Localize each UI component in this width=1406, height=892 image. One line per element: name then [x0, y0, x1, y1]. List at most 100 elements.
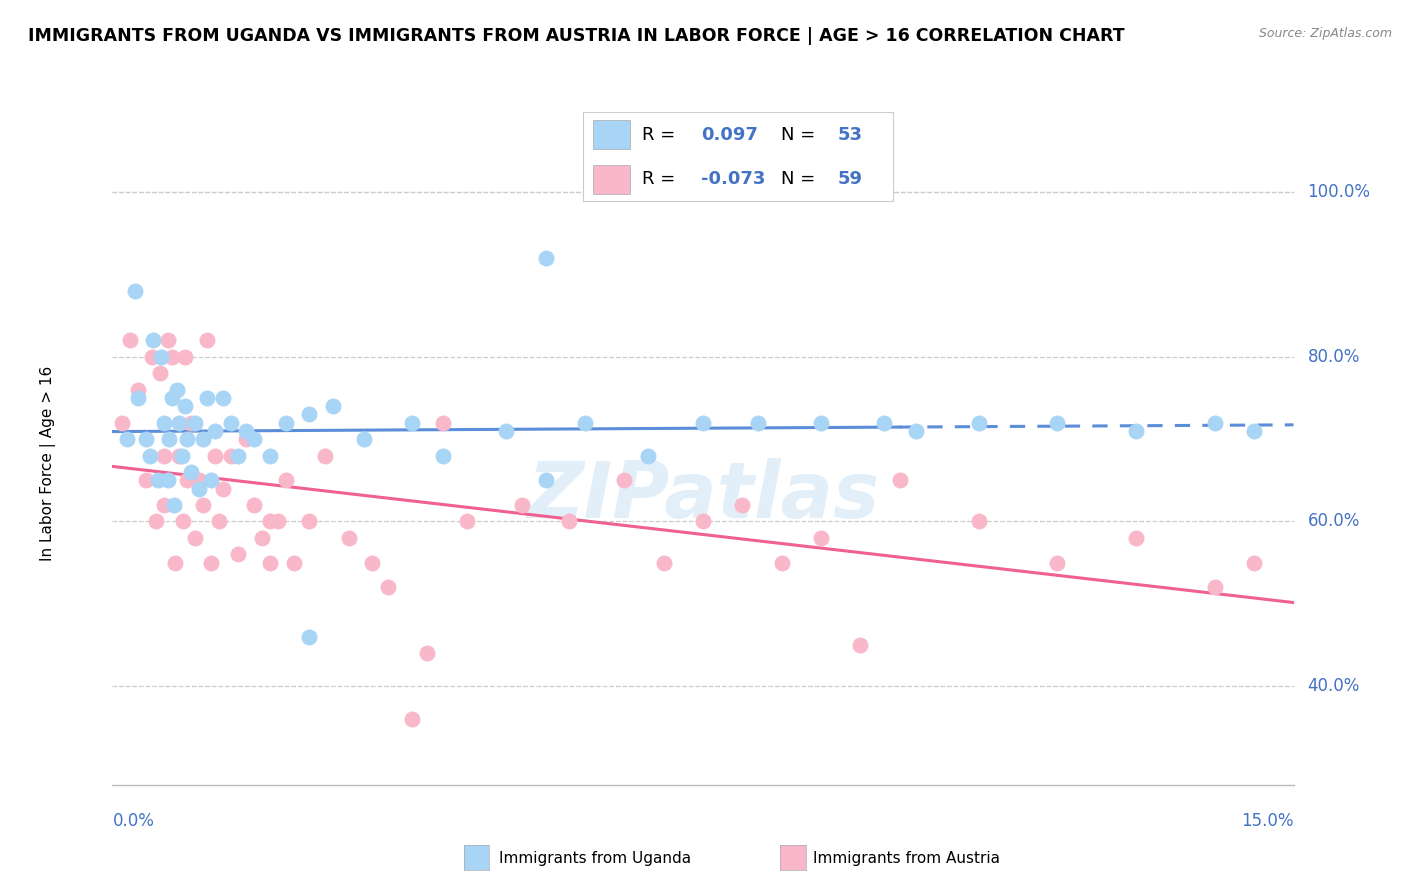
- Point: [283, 556, 305, 570]
- Point: [208, 515, 231, 529]
- Point: [416, 646, 439, 660]
- Point: [377, 580, 399, 594]
- Point: [204, 449, 226, 463]
- Point: [127, 383, 149, 397]
- Text: R =: R =: [643, 170, 682, 188]
- Point: [191, 498, 214, 512]
- Text: 59: 59: [837, 170, 862, 188]
- Text: R =: R =: [643, 126, 682, 144]
- Point: [1046, 556, 1069, 570]
- Point: [904, 424, 927, 438]
- Bar: [593, 165, 630, 194]
- Point: [150, 350, 173, 364]
- Point: [139, 449, 162, 463]
- Point: [174, 350, 197, 364]
- Point: [165, 556, 187, 570]
- Text: N =: N =: [782, 170, 821, 188]
- Point: [169, 416, 191, 430]
- Point: [401, 416, 423, 430]
- Text: IMMIGRANTS FROM UGANDA VS IMMIGRANTS FROM AUSTRIA IN LABOR FORCE | AGE > 16 CORR: IMMIGRANTS FROM UGANDA VS IMMIGRANTS FRO…: [28, 27, 1125, 45]
- Point: [1243, 556, 1265, 570]
- Point: [613, 473, 636, 487]
- Point: [118, 334, 141, 348]
- Point: [163, 498, 186, 512]
- Point: [967, 515, 990, 529]
- Point: [692, 515, 714, 529]
- Text: 0.0%: 0.0%: [112, 812, 155, 830]
- Point: [204, 424, 226, 438]
- Point: [142, 334, 165, 348]
- Text: -0.073: -0.073: [702, 170, 765, 188]
- Point: [195, 391, 218, 405]
- Point: [1204, 580, 1226, 594]
- Text: N =: N =: [782, 126, 821, 144]
- Text: 80.0%: 80.0%: [1308, 348, 1360, 366]
- Point: [211, 391, 233, 405]
- Point: [146, 473, 169, 487]
- Text: 53: 53: [837, 126, 862, 144]
- Point: [191, 432, 214, 446]
- Point: [243, 432, 266, 446]
- Point: [135, 432, 157, 446]
- Point: [267, 515, 290, 529]
- Point: [558, 515, 581, 529]
- Point: [432, 416, 454, 430]
- Point: [1204, 416, 1226, 430]
- Point: [235, 432, 257, 446]
- Point: [747, 416, 769, 430]
- Point: [298, 630, 321, 644]
- Point: [135, 473, 157, 487]
- Point: [250, 531, 273, 545]
- Point: [574, 416, 596, 430]
- Point: [637, 449, 659, 463]
- Point: [401, 712, 423, 726]
- Point: [314, 449, 336, 463]
- Point: [259, 449, 281, 463]
- Point: [219, 449, 242, 463]
- Text: 60.0%: 60.0%: [1308, 513, 1360, 531]
- Point: [160, 391, 183, 405]
- Point: [361, 556, 384, 570]
- Point: [127, 391, 149, 405]
- Point: [145, 515, 167, 529]
- Point: [169, 449, 191, 463]
- Point: [184, 531, 207, 545]
- Point: [849, 638, 872, 652]
- Point: [235, 424, 257, 438]
- Point: [157, 432, 180, 446]
- Point: [456, 515, 478, 529]
- Point: [124, 284, 146, 298]
- Point: [259, 556, 281, 570]
- Text: 15.0%: 15.0%: [1241, 812, 1294, 830]
- Point: [873, 416, 896, 430]
- Point: [337, 531, 360, 545]
- Point: [149, 366, 172, 380]
- Point: [1125, 531, 1147, 545]
- Point: [770, 556, 793, 570]
- Point: [188, 482, 211, 496]
- Point: [115, 432, 138, 446]
- Point: [353, 432, 375, 446]
- Point: [274, 473, 297, 487]
- Point: [298, 515, 321, 529]
- Point: [174, 399, 197, 413]
- Point: [322, 399, 344, 413]
- Text: Source: ZipAtlas.com: Source: ZipAtlas.com: [1258, 27, 1392, 40]
- Point: [510, 498, 533, 512]
- Point: [152, 498, 174, 512]
- Point: [298, 408, 321, 422]
- Point: [1125, 424, 1147, 438]
- Point: [200, 473, 222, 487]
- Point: [652, 556, 675, 570]
- Point: [692, 416, 714, 430]
- Point: [195, 334, 218, 348]
- Point: [170, 449, 193, 463]
- Point: [1046, 416, 1069, 430]
- Text: ZIPatlas: ZIPatlas: [527, 458, 879, 534]
- Bar: [593, 120, 630, 149]
- Text: In Labor Force | Age > 16: In Labor Force | Age > 16: [39, 367, 55, 561]
- Point: [188, 473, 211, 487]
- Point: [228, 548, 250, 562]
- Point: [228, 449, 250, 463]
- Point: [810, 531, 832, 545]
